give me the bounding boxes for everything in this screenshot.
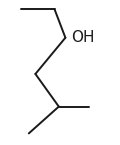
Text: OH: OH — [71, 30, 95, 45]
